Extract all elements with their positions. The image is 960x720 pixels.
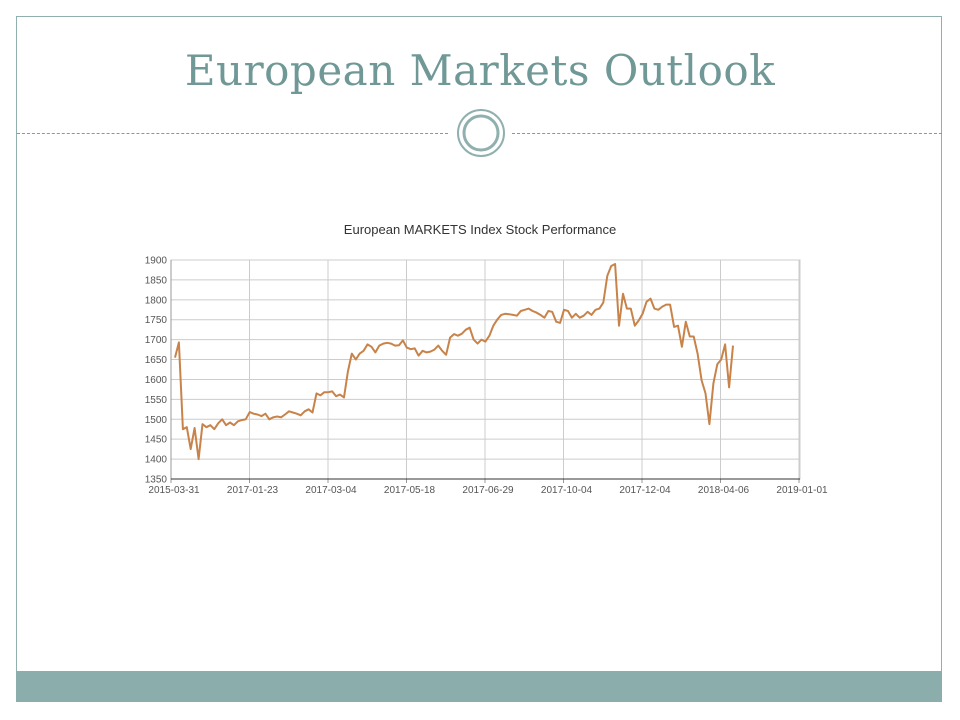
title-divider-left — [17, 133, 448, 134]
y-tick-label: 1500 — [145, 415, 168, 426]
x-tick-label: 2017-06-29 — [462, 485, 514, 496]
y-tick-label: 1750 — [145, 315, 168, 326]
y-tick-label: 1700 — [145, 335, 168, 346]
y-tick-label: 1600 — [145, 375, 168, 386]
y-tick-label: 1450 — [145, 435, 168, 446]
y-tick-label: 1800 — [145, 295, 168, 306]
x-tick-label: 2017-05-18 — [384, 485, 436, 496]
footer-bar — [16, 671, 942, 702]
y-tick-label: 1350 — [145, 475, 168, 486]
series-line — [174, 263, 734, 461]
y-tick-label: 1900 — [145, 256, 168, 267]
x-tick-label: 2017-12-04 — [619, 485, 671, 496]
slide-title: European Markets Outlook — [184, 46, 776, 95]
y-tick-label: 1850 — [145, 275, 168, 286]
x-tick-label: 2019-01-01 — [776, 485, 828, 496]
chart-grid — [170, 259, 801, 480]
x-tick-label: 2017-10-04 — [541, 485, 593, 496]
x-tick-label: 2018-04-06 — [698, 485, 750, 496]
x-tick-label: 2017-01-23 — [227, 485, 279, 496]
x-tick-label: 2017-03-04 — [305, 485, 357, 496]
title-divider-right — [512, 133, 942, 134]
chart-series — [174, 263, 734, 461]
y-tick-label: 1650 — [145, 355, 168, 366]
chart-title: European MARKETS Index Stock Performance — [343, 222, 617, 237]
x-tick-label: 2015-03-31 — [148, 485, 200, 496]
y-tick-label: 1550 — [145, 395, 168, 406]
circle-ornament-icon — [457, 109, 505, 157]
chart-axes: 1350 1400 1450 1500 1550 1600 1650 1700 1750 1800… — [145, 256, 828, 497]
y-tick-label: 1400 — [145, 455, 168, 466]
